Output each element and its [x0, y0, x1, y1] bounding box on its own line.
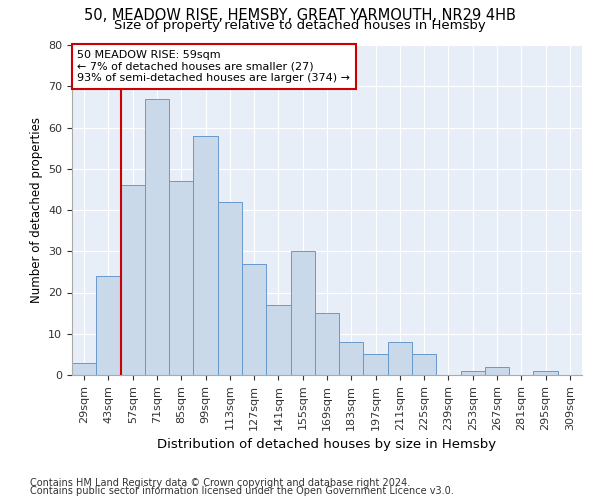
- Bar: [169, 181, 193, 375]
- Bar: [218, 202, 242, 375]
- Text: Contains public sector information licensed under the Open Government Licence v3: Contains public sector information licen…: [30, 486, 454, 496]
- Bar: [96, 276, 121, 375]
- Bar: [412, 354, 436, 375]
- Text: 50 MEADOW RISE: 59sqm
← 7% of detached houses are smaller (27)
93% of semi-detac: 50 MEADOW RISE: 59sqm ← 7% of detached h…: [77, 50, 350, 83]
- Text: Size of property relative to detached houses in Hemsby: Size of property relative to detached ho…: [114, 18, 486, 32]
- Bar: [364, 354, 388, 375]
- Bar: [485, 367, 509, 375]
- Bar: [121, 185, 145, 375]
- Bar: [145, 98, 169, 375]
- Bar: [72, 362, 96, 375]
- Text: 50, MEADOW RISE, HEMSBY, GREAT YARMOUTH, NR29 4HB: 50, MEADOW RISE, HEMSBY, GREAT YARMOUTH,…: [84, 8, 516, 22]
- Bar: [533, 371, 558, 375]
- X-axis label: Distribution of detached houses by size in Hemsby: Distribution of detached houses by size …: [157, 438, 497, 451]
- Bar: [266, 305, 290, 375]
- Bar: [290, 251, 315, 375]
- Bar: [315, 313, 339, 375]
- Bar: [388, 342, 412, 375]
- Bar: [242, 264, 266, 375]
- Y-axis label: Number of detached properties: Number of detached properties: [29, 117, 43, 303]
- Text: Contains HM Land Registry data © Crown copyright and database right 2024.: Contains HM Land Registry data © Crown c…: [30, 478, 410, 488]
- Bar: [461, 371, 485, 375]
- Bar: [339, 342, 364, 375]
- Bar: [193, 136, 218, 375]
